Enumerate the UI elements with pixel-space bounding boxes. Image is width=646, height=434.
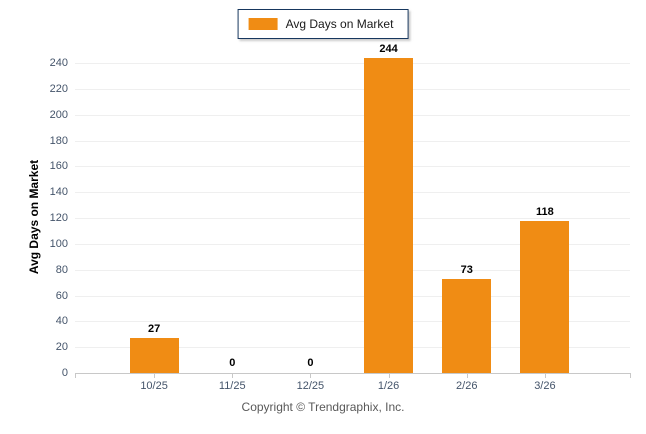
y-axis-tick-label: 0: [61, 367, 68, 379]
y-axis-tick-label: 120: [49, 212, 68, 224]
gridline: [75, 347, 630, 349]
gridline: [75, 218, 630, 219]
bar-value-label: 118: [536, 205, 554, 218]
legend-label: Avg Days on Market: [285, 17, 394, 31]
legend-swatch-icon: [248, 18, 278, 30]
y-axis-tick-label: 240: [49, 57, 68, 69]
bar: [129, 338, 179, 373]
x-axis-tick-label: 11/25: [218, 380, 246, 392]
x-axis-tick: [75, 373, 76, 378]
bar-value-label: 0: [229, 357, 236, 369]
bar-value-label: 244: [379, 42, 398, 55]
bar-value-label: 73: [460, 263, 473, 276]
x-axis-tick: [630, 373, 631, 378]
y-axis-tick-label: 140: [49, 186, 68, 199]
x-axis-tick: [466, 373, 468, 378]
y-axis-tick-label: 60: [55, 289, 68, 302]
y-axis-tick-label: 40: [55, 315, 68, 328]
bar: [520, 220, 570, 373]
x-axis-tick: [388, 373, 390, 378]
gridline: [75, 114, 630, 116]
x-axis-tick: [310, 373, 312, 378]
legend: Avg Days on Market: [237, 9, 409, 39]
y-axis-tick-label: 160: [49, 160, 68, 173]
y-axis-tick-label: 20: [55, 341, 68, 354]
gridline: [75, 321, 630, 323]
gridline: [75, 192, 630, 194]
gridline: [75, 88, 630, 90]
gridline: [75, 295, 630, 297]
x-axis-tick-label: 2/26: [456, 380, 478, 392]
gridline: [75, 166, 630, 168]
y-axis-tick-label: 200: [49, 108, 68, 121]
x-axis-tick: [154, 373, 156, 378]
y-axis-tick-label: 180: [49, 134, 68, 147]
bar: [442, 278, 492, 373]
y-axis-tick-label: 80: [55, 263, 68, 276]
gridline: [75, 140, 630, 142]
x-axis-tick-label: 10/25: [140, 380, 168, 392]
x-axis-tick-label: 12/25: [296, 380, 325, 392]
x-axis-tick-label: 1/26: [377, 380, 400, 392]
copyright-text: Copyright © Trendgraphix, Inc.: [241, 400, 405, 414]
x-axis-tick-label: 3/26: [534, 380, 556, 392]
bar: [364, 57, 414, 373]
bar-value-label: 27: [147, 323, 161, 336]
y-axis-tick-label: 100: [49, 237, 68, 250]
x-axis-tick: [232, 373, 234, 378]
gridline: [75, 243, 630, 245]
bar-value-label: 0: [307, 357, 314, 369]
gridline: [75, 269, 630, 271]
x-axis-line: [75, 373, 630, 374]
y-axis-tick-label: 220: [49, 82, 68, 95]
x-axis-tick: [544, 373, 546, 378]
gridline: [75, 63, 630, 64]
